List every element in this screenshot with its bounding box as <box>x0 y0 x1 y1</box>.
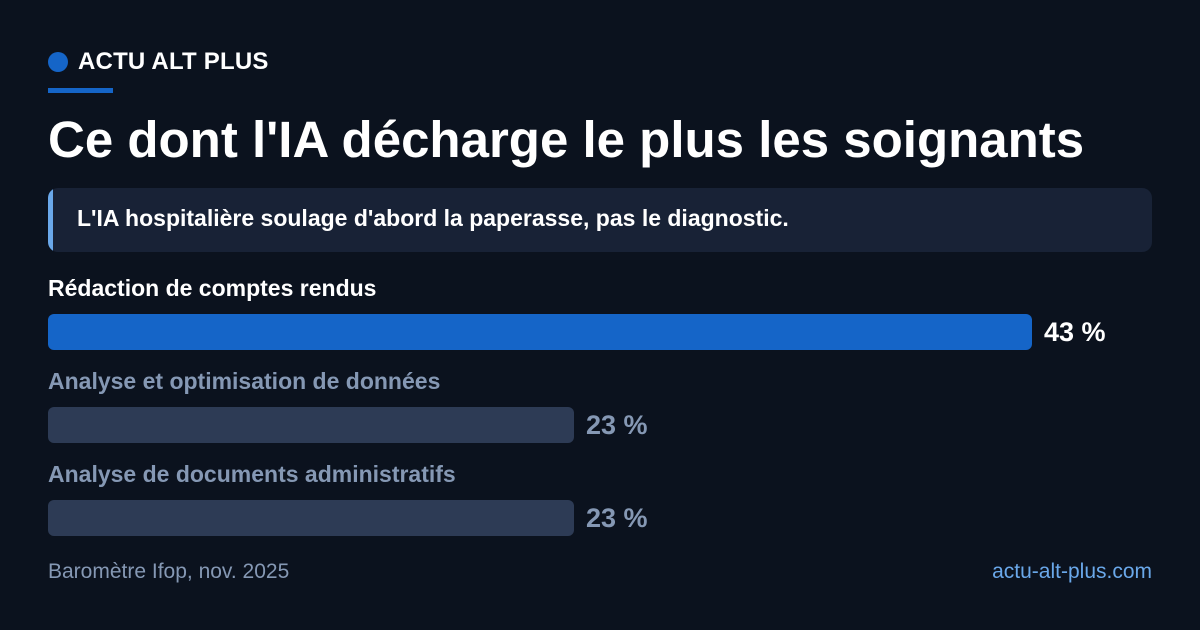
brand-underline <box>48 88 113 93</box>
bar <box>48 500 574 536</box>
bar-label: Rédaction de comptes rendus <box>48 275 377 301</box>
brand-dot-icon <box>48 52 68 72</box>
bar-row: Analyse de documents administratifs 23 % <box>48 460 1152 540</box>
bar-value-label: 23 % <box>586 410 648 440</box>
bar <box>48 314 1032 350</box>
bar-label: Analyse et optimisation de données <box>48 368 441 394</box>
bar-value-label: 23 % <box>586 503 648 533</box>
bar-value-label: 43 % <box>1044 317 1106 347</box>
brand: ACTU ALT PLUS <box>48 48 269 76</box>
page-title: Ce dont l'IA décharge le plus les soigna… <box>48 111 1085 168</box>
brand-name: ACTU ALT PLUS <box>78 48 269 75</box>
bar-row: Analyse et optimisation de données 23 % <box>48 367 1152 447</box>
subtitle-accent-bar <box>48 188 53 252</box>
bar-track: 23 % <box>48 500 1152 536</box>
bar-label: Analyse de documents administratifs <box>48 461 456 487</box>
source-note: Baromètre Ifop, nov. 2025 <box>48 560 290 583</box>
bar-row: Rédaction de comptes rendus 43 % <box>48 274 1152 354</box>
subtitle-box: L'IA hospitalière soulage d'abord la pap… <box>48 188 1152 252</box>
site-link[interactable]: actu-alt-plus.com <box>992 560 1152 583</box>
bar-track: 43 % <box>48 314 1152 350</box>
bar <box>48 407 574 443</box>
subtitle-text: L'IA hospitalière soulage d'abord la pap… <box>77 205 789 231</box>
bar-track: 23 % <box>48 407 1152 443</box>
